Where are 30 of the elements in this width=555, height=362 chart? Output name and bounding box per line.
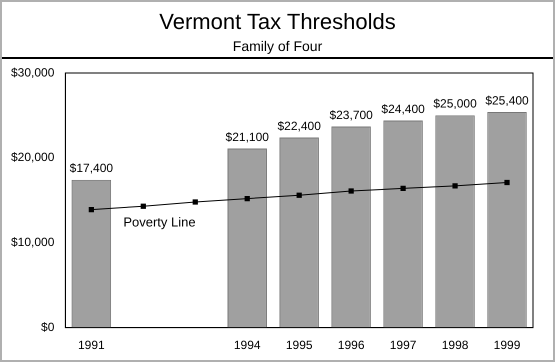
- data-label: $25,400: [485, 93, 530, 108]
- point: [244, 196, 250, 202]
- data-label: $22,400: [277, 118, 322, 133]
- chart-subtitle: Family of Four: [232, 37, 324, 55]
- y-tick-label: $0: [41, 320, 55, 334]
- x-tick-label: 1994: [234, 338, 261, 352]
- y-tick-label: $10,000: [10, 235, 55, 250]
- point: [140, 204, 146, 209]
- point: [88, 207, 94, 212]
- point: [452, 183, 458, 188]
- point: [400, 186, 406, 192]
- data-label: $23,700: [329, 108, 374, 122]
- point: [504, 180, 510, 186]
- x-tick-label: 1995: [286, 338, 313, 352]
- data-label: $21,100: [226, 130, 270, 144]
- y-tick-label: $20,000: [10, 150, 55, 164]
- point: [348, 188, 354, 194]
- x-tick-label: 1999: [494, 338, 521, 352]
- point: [296, 192, 302, 198]
- x-tick-label: 1996: [338, 338, 365, 352]
- series-label: Poverty Line: [123, 214, 196, 230]
- data-label: $17,400: [70, 161, 114, 176]
- x-tick-label: 1998: [442, 338, 469, 352]
- data-label: $25,000: [433, 96, 478, 111]
- x-tick-label: 1997: [390, 338, 417, 352]
- x-tick-label: 1991: [78, 338, 106, 352]
- y-tick-label: $30,000: [10, 65, 55, 80]
- chart-title: Vermont Tax Thresholds: [158, 8, 397, 34]
- point: [192, 199, 198, 205]
- data-label: $24,400: [381, 102, 426, 116]
